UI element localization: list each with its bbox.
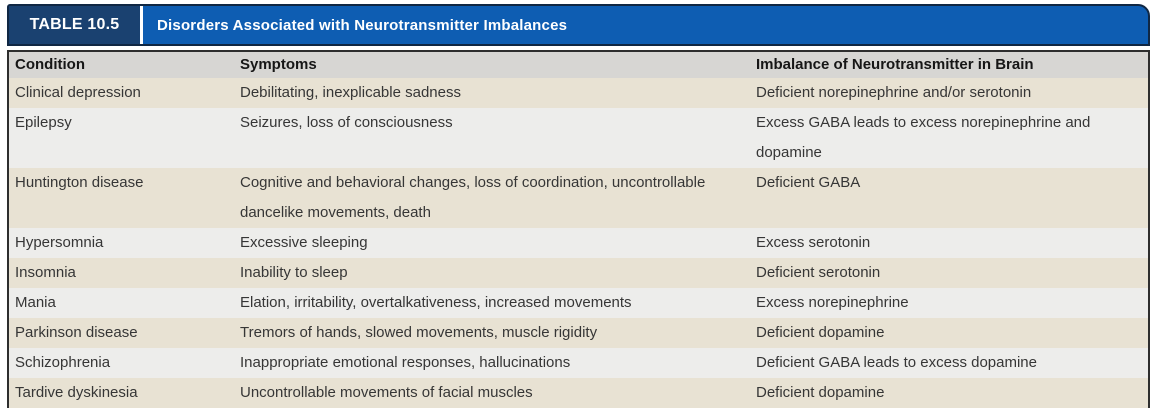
table-row: Clinical depression Debilitating, inexpl… bbox=[8, 78, 1149, 108]
cell-symptoms: Uncontrollable movements of facial muscl… bbox=[234, 378, 750, 408]
table-row: Hypersomnia Excessive sleeping Excess se… bbox=[8, 228, 1149, 258]
table-row: Mania Elation, irritability, overtalkati… bbox=[8, 288, 1149, 318]
cell-symptoms: Cognitive and behavioral changes, loss o… bbox=[234, 168, 750, 228]
cell-condition: Insomnia bbox=[8, 258, 234, 288]
table-row: Schizophrenia Inappropriate emotional re… bbox=[8, 348, 1149, 378]
cell-symptoms: Inability to sleep bbox=[234, 258, 750, 288]
column-header-condition: Condition bbox=[8, 51, 234, 78]
cell-condition: Hypersomnia bbox=[8, 228, 234, 258]
cell-symptoms: Seizures, loss of consciousness bbox=[234, 108, 750, 168]
column-header-symptoms: Symptoms bbox=[234, 51, 750, 78]
cell-imbalance: Deficient GABA bbox=[750, 168, 1149, 228]
table-row: Tardive dyskinesia Uncontrollable moveme… bbox=[8, 378, 1149, 408]
cell-symptoms: Inappropriate emotional responses, hallu… bbox=[234, 348, 750, 378]
cell-condition: Epilepsy bbox=[8, 108, 234, 168]
cell-imbalance: Deficient norepinephrine and/or serotoni… bbox=[750, 78, 1149, 108]
cell-imbalance: Excess serotonin bbox=[750, 228, 1149, 258]
cell-symptoms: Excessive sleeping bbox=[234, 228, 750, 258]
cell-condition: Huntington disease bbox=[8, 168, 234, 228]
column-header-imbalance: Imbalance of Neurotransmitter in Brain bbox=[750, 51, 1149, 78]
table-title-text: Disorders Associated with Neurotransmitt… bbox=[157, 16, 568, 34]
cell-symptoms: Tremors of hands, slowed movements, musc… bbox=[234, 318, 750, 348]
cell-imbalance: Deficient GABA leads to excess dopamine bbox=[750, 348, 1149, 378]
cell-symptoms: Elation, irritability, overtalkativeness… bbox=[234, 288, 750, 318]
table-row: Huntington disease Cognitive and behavio… bbox=[8, 168, 1149, 228]
table-column-header-row: Condition Symptoms Imbalance of Neurotra… bbox=[8, 51, 1149, 78]
cell-imbalance: Deficient dopamine bbox=[750, 378, 1149, 408]
table-row: Insomnia Inability to sleep Deficient se… bbox=[8, 258, 1149, 288]
cell-condition: Tardive dyskinesia bbox=[8, 378, 234, 408]
table-number-label: TABLE 10.5 bbox=[9, 6, 143, 44]
cell-imbalance: Excess GABA leads to excess norepinephri… bbox=[750, 108, 1149, 168]
table-number-text: TABLE 10.5 bbox=[29, 16, 120, 33]
cell-imbalance: Deficient serotonin bbox=[750, 258, 1149, 288]
table-row: Parkinson disease Tremors of hands, slow… bbox=[8, 318, 1149, 348]
cell-imbalance: Deficient dopamine bbox=[750, 318, 1149, 348]
cell-condition: Schizophrenia bbox=[8, 348, 234, 378]
cell-condition: Mania bbox=[8, 288, 234, 318]
disorders-table: Condition Symptoms Imbalance of Neurotra… bbox=[7, 50, 1150, 408]
table-row: Epilepsy Seizures, loss of consciousness… bbox=[8, 108, 1149, 168]
cell-symptoms: Debilitating, inexplicable sadness bbox=[234, 78, 750, 108]
table-header-band: TABLE 10.5 Disorders Associated with Neu… bbox=[7, 4, 1150, 46]
cell-imbalance: Excess norepinephrine bbox=[750, 288, 1149, 318]
table-title: Disorders Associated with Neurotransmitt… bbox=[143, 6, 1148, 44]
cell-condition: Parkinson disease bbox=[8, 318, 234, 348]
cell-condition: Clinical depression bbox=[8, 78, 234, 108]
